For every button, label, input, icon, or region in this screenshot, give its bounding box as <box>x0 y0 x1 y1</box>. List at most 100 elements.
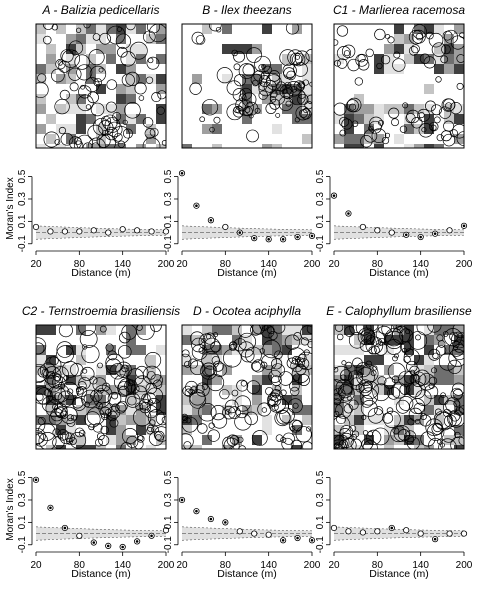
density-cell <box>354 104 364 114</box>
density-cell <box>136 425 146 435</box>
tree-symbol <box>203 332 216 345</box>
density-cell <box>354 445 364 449</box>
tree-symbol <box>346 97 362 113</box>
density-cell <box>424 104 434 114</box>
species-map <box>182 325 312 449</box>
density-cell <box>354 415 364 425</box>
density-cell <box>384 104 394 114</box>
tree-symbol <box>399 383 411 395</box>
tree-symbol <box>452 325 464 339</box>
tree-symbol <box>90 389 103 402</box>
density-cell <box>424 124 434 134</box>
tree-symbol <box>55 58 66 70</box>
density-cell <box>262 64 272 74</box>
density-cell <box>364 435 374 445</box>
tree-symbol <box>201 99 219 116</box>
tree-symbol <box>149 127 159 137</box>
tree-symbol <box>231 389 239 397</box>
density-cell <box>262 415 272 425</box>
tree-symbol <box>106 25 126 45</box>
tree-symbol <box>61 49 81 68</box>
tree-symbol <box>287 398 303 414</box>
tree-symbol <box>334 410 340 417</box>
tree-symbol <box>124 102 141 119</box>
tree-symbol <box>72 397 84 409</box>
density-cell <box>46 415 56 425</box>
density-cell <box>272 385 282 395</box>
tree-symbol <box>191 337 206 353</box>
tree-symbol <box>52 404 59 410</box>
tree-symbol <box>226 80 242 96</box>
tree-symbol <box>223 437 240 449</box>
tree-symbol <box>226 434 239 447</box>
tree-symbol <box>386 407 394 414</box>
density-cell <box>354 134 364 144</box>
density-cell <box>444 34 454 44</box>
tree-symbol <box>419 53 431 64</box>
tree-symbol <box>334 393 343 404</box>
tree-symbol <box>106 79 118 90</box>
density-cell <box>146 355 156 365</box>
density-cell <box>56 24 66 34</box>
tree-symbol <box>280 436 287 444</box>
tree-symbol <box>447 359 462 374</box>
density-cell <box>444 325 454 335</box>
tree-symbol <box>207 429 220 442</box>
x-axis-label: Distance (m) <box>71 267 131 279</box>
tree-symbol <box>118 378 136 396</box>
tree-symbol <box>274 350 283 360</box>
x-axis-label: Distance (m) <box>217 568 277 580</box>
tree-symbol <box>349 103 357 111</box>
panel-label: B - <box>202 3 221 17</box>
tree-symbol <box>107 410 118 422</box>
x-tick-label: 140 <box>412 560 429 571</box>
moran-point <box>134 227 141 234</box>
density-cell <box>66 44 76 54</box>
tree-symbol <box>189 389 206 406</box>
density-cell <box>354 144 364 148</box>
density-cell <box>344 415 354 425</box>
density-cell <box>116 114 126 124</box>
tree-symbol <box>49 356 59 366</box>
tree-symbol <box>207 374 225 392</box>
density-cell <box>252 385 262 395</box>
tree-symbol <box>374 342 388 356</box>
density-cell <box>202 435 212 445</box>
x-tick-label: 200 <box>456 259 473 270</box>
density-cell <box>116 84 126 94</box>
density-cell <box>116 385 126 395</box>
tree-symbol <box>268 330 278 341</box>
density-cell <box>202 24 212 34</box>
tree-symbol <box>50 408 64 422</box>
moran-point <box>374 227 381 234</box>
density-cell <box>404 114 414 124</box>
tree-symbol <box>237 436 244 443</box>
tree-symbol <box>288 419 302 433</box>
tree-symbol <box>122 128 133 139</box>
density-cell <box>36 24 46 34</box>
density-cell <box>404 375 414 385</box>
envelope-upper <box>35 526 167 532</box>
density-cell <box>202 365 212 375</box>
tree-symbol <box>414 369 431 386</box>
x-tick-label: 140 <box>114 259 131 270</box>
density-cell <box>384 445 394 449</box>
density-cell <box>374 104 384 114</box>
tree-symbol <box>68 67 82 81</box>
tree-symbol <box>295 105 311 121</box>
density-cell <box>364 104 374 114</box>
tree-symbol <box>358 59 370 71</box>
density-cell <box>292 325 302 335</box>
moran-point-significant <box>462 224 466 228</box>
tree-symbol <box>121 73 135 87</box>
tree-symbol <box>69 437 77 445</box>
density-cell <box>454 114 464 124</box>
density-cell <box>232 335 242 345</box>
density-cell <box>302 64 312 74</box>
tree-symbol <box>415 389 432 406</box>
confidence-envelope <box>36 526 166 541</box>
density-cell <box>242 335 252 345</box>
tree-symbol <box>341 360 347 366</box>
density-cell <box>182 365 192 375</box>
